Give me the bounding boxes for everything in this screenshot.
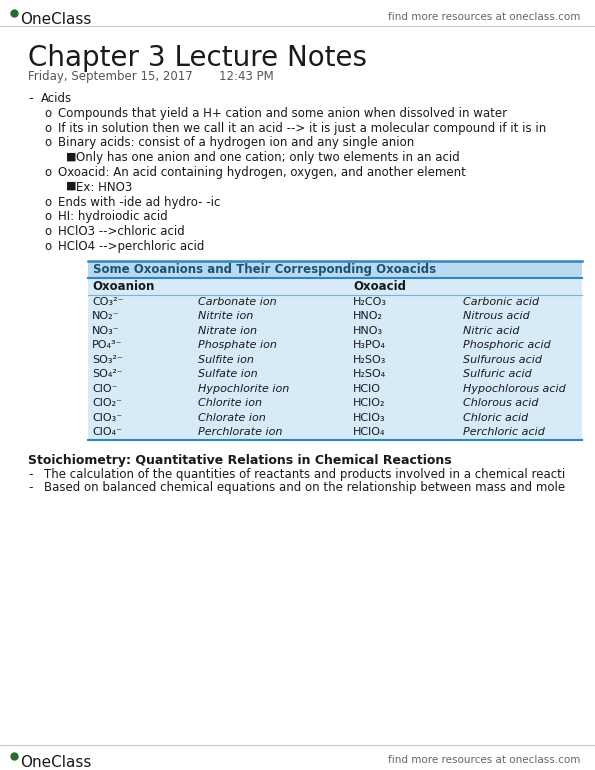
Text: ■: ■ <box>66 181 77 191</box>
Text: Sulfurous acid: Sulfurous acid <box>463 355 542 365</box>
Text: Oxoanion: Oxoanion <box>92 280 154 293</box>
Text: OneClass: OneClass <box>20 755 92 770</box>
Text: o: o <box>44 136 51 149</box>
Text: Oxoacid: An acid containing hydrogen, oxygen, and another element: Oxoacid: An acid containing hydrogen, ox… <box>58 166 466 179</box>
Text: o: o <box>44 196 51 209</box>
Text: Chapter 3 Lecture Notes: Chapter 3 Lecture Notes <box>28 44 367 72</box>
Text: Binary acids: consist of a hydrogen ion and any single anion: Binary acids: consist of a hydrogen ion … <box>58 136 414 149</box>
Text: Phosphoric acid: Phosphoric acid <box>463 340 551 350</box>
Text: NO₃⁻: NO₃⁻ <box>92 326 120 336</box>
Text: Based on balanced chemical equations and on the relationship between mass and mo: Based on balanced chemical equations and… <box>44 480 565 494</box>
Text: The calculation of the quantities of reactants and products involved in a chemic: The calculation of the quantities of rea… <box>44 468 565 480</box>
Text: Nitric acid: Nitric acid <box>463 326 519 336</box>
Text: ClO₂⁻: ClO₂⁻ <box>92 398 122 408</box>
Text: Only has one anion and one cation; only two elements in an acid: Only has one anion and one cation; only … <box>76 151 460 164</box>
Text: Chloric acid: Chloric acid <box>463 413 528 423</box>
Text: HNO₃: HNO₃ <box>353 326 383 336</box>
Bar <box>88 278 582 295</box>
Text: PO₄³⁻: PO₄³⁻ <box>92 340 123 350</box>
Bar <box>88 261 582 278</box>
Text: Nitrous acid: Nitrous acid <box>463 311 530 321</box>
Text: -: - <box>28 92 33 105</box>
Bar <box>88 295 582 440</box>
Text: Stoichiometry: Quantitative Relations in Chemical Reactions: Stoichiometry: Quantitative Relations in… <box>28 454 452 467</box>
Text: Sulfate ion: Sulfate ion <box>198 370 258 380</box>
Text: o: o <box>44 107 51 120</box>
Text: o: o <box>44 210 51 223</box>
Text: H₂CO₃: H₂CO₃ <box>353 296 387 306</box>
Text: Nitrite ion: Nitrite ion <box>198 311 253 321</box>
Text: HClO3 -->chloric acid: HClO3 -->chloric acid <box>58 225 185 238</box>
Text: Carbonate ion: Carbonate ion <box>198 296 277 306</box>
Text: Ex: HNO3: Ex: HNO3 <box>76 181 132 194</box>
Text: ■: ■ <box>66 151 77 161</box>
Text: Oxoacid: Oxoacid <box>353 280 406 293</box>
Text: Sulfuric acid: Sulfuric acid <box>463 370 532 380</box>
Text: H₂SO₄: H₂SO₄ <box>353 370 386 380</box>
Text: Chlorate ion: Chlorate ion <box>198 413 266 423</box>
Text: Acids: Acids <box>41 92 72 105</box>
Text: H₃PO₄: H₃PO₄ <box>353 340 386 350</box>
Text: HClO₃: HClO₃ <box>353 413 386 423</box>
Text: Chlorous acid: Chlorous acid <box>463 398 538 408</box>
Text: o: o <box>44 122 51 135</box>
Text: Hypochlorous acid: Hypochlorous acid <box>463 383 566 393</box>
Text: Ends with -ide ad hydro- -ic: Ends with -ide ad hydro- -ic <box>58 196 220 209</box>
Text: HClO4 -->perchloric acid: HClO4 -->perchloric acid <box>58 240 204 253</box>
Text: find more resources at oneclass.com: find more resources at oneclass.com <box>387 12 580 22</box>
Text: SO₃²⁻: SO₃²⁻ <box>92 355 123 365</box>
Text: Sulfite ion: Sulfite ion <box>198 355 254 365</box>
Text: If its in solution then we call it an acid --> it is just a molecular compound i: If its in solution then we call it an ac… <box>58 122 546 135</box>
Text: ClO₃⁻: ClO₃⁻ <box>92 413 122 423</box>
Text: OneClass: OneClass <box>20 12 92 27</box>
Text: o: o <box>44 166 51 179</box>
Text: HClO₂: HClO₂ <box>353 398 386 408</box>
Text: Perchlorate ion: Perchlorate ion <box>198 427 283 437</box>
Text: Perchloric acid: Perchloric acid <box>463 427 545 437</box>
Text: NO₂⁻: NO₂⁻ <box>92 311 120 321</box>
Text: -: - <box>28 480 33 494</box>
Text: Chlorite ion: Chlorite ion <box>198 398 262 408</box>
Text: Some Oxoanions and Their Corresponding Oxoacids: Some Oxoanions and Their Corresponding O… <box>93 263 436 276</box>
Text: Compounds that yield a H+ cation and some anion when dissolved in water: Compounds that yield a H+ cation and som… <box>58 107 507 120</box>
Text: HI: hydroiodic acid: HI: hydroiodic acid <box>58 210 168 223</box>
Text: ClO₄⁻: ClO₄⁻ <box>92 427 122 437</box>
Text: Friday, September 15, 2017       12:43 PM: Friday, September 15, 2017 12:43 PM <box>28 70 274 83</box>
Text: find more resources at oneclass.com: find more resources at oneclass.com <box>387 755 580 765</box>
Text: Nitrate ion: Nitrate ion <box>198 326 257 336</box>
Text: H₂SO₃: H₂SO₃ <box>353 355 386 365</box>
Text: o: o <box>44 225 51 238</box>
Text: -: - <box>28 468 33 480</box>
Text: HClO: HClO <box>353 383 381 393</box>
Text: o: o <box>44 240 51 253</box>
Text: SO₄²⁻: SO₄²⁻ <box>92 370 123 380</box>
Text: Carbonic acid: Carbonic acid <box>463 296 539 306</box>
Text: HNO₂: HNO₂ <box>353 311 383 321</box>
Text: HClO₄: HClO₄ <box>353 427 386 437</box>
Text: Hypochlorite ion: Hypochlorite ion <box>198 383 289 393</box>
Text: CO₃²⁻: CO₃²⁻ <box>92 296 124 306</box>
Text: ClO⁻: ClO⁻ <box>92 383 117 393</box>
Text: Phosphate ion: Phosphate ion <box>198 340 277 350</box>
